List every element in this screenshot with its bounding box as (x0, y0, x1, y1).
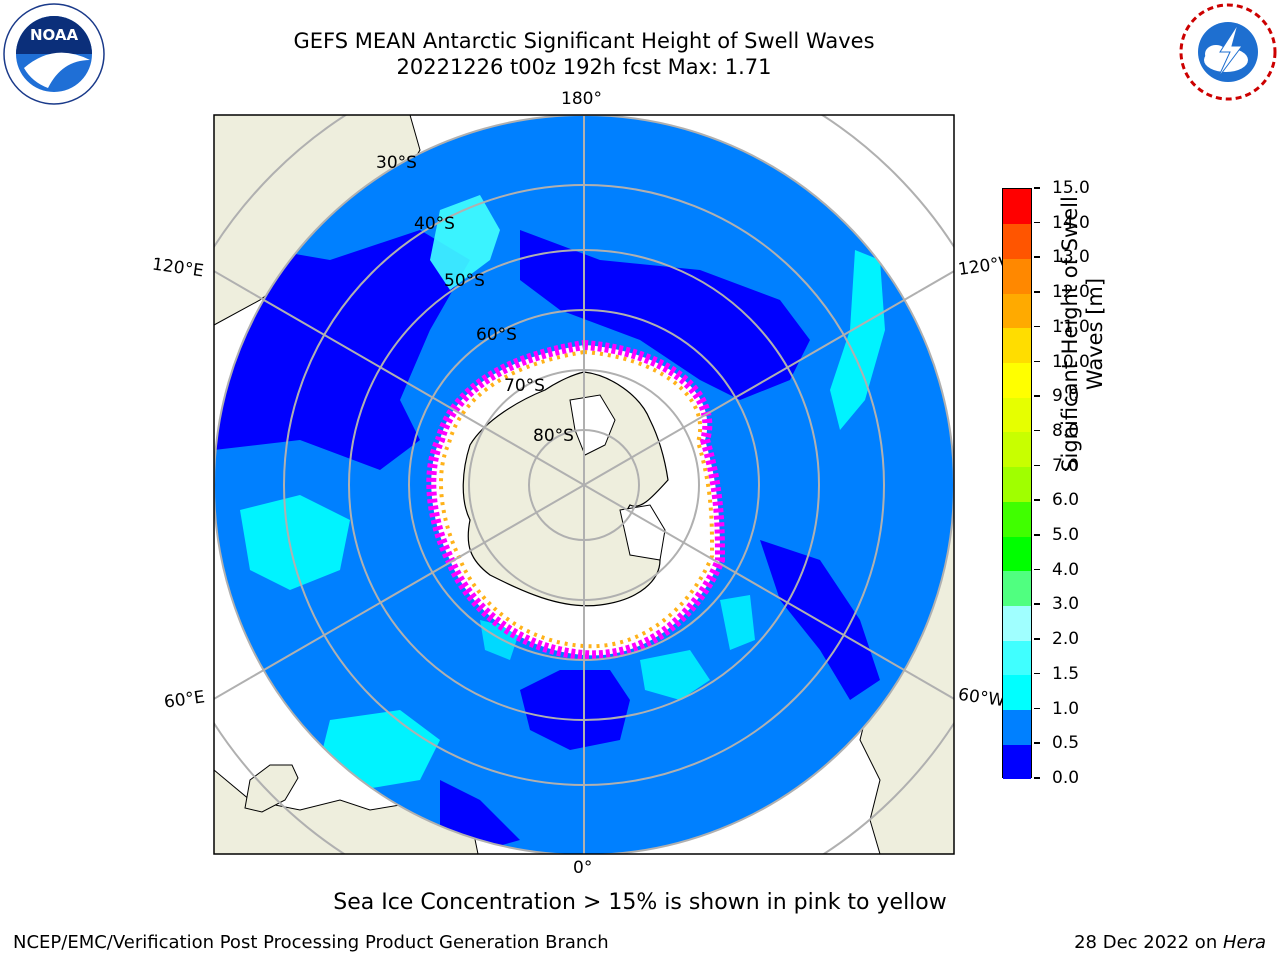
colorbar-title: Significant Height of Swell Waves [m] (1058, 184, 1108, 484)
colorbar-tick-label: 1.5 (1052, 663, 1080, 684)
footer-right: 28 Dec 2022 on Hera (1074, 932, 1266, 953)
colorbar-tick-label: 7.0 (1052, 455, 1080, 476)
lat-label-60s: 60°S (476, 325, 517, 345)
colorbar-tick (1034, 742, 1040, 744)
colorbar-tick-label: 10.0 (1052, 351, 1090, 372)
colorbar-segment (1003, 709, 1031, 745)
colorbar-segment (1003, 570, 1031, 606)
colorbar-tick-label: 3.0 (1052, 594, 1080, 615)
footer-machine: Hera (1222, 932, 1266, 953)
map-frame (213, 114, 955, 855)
land-madagascar (244, 764, 299, 813)
lat-label-70s: 70°S (504, 376, 545, 396)
colorbar-segment (1003, 744, 1031, 780)
colorbar-tick (1034, 291, 1040, 293)
footer-left: NCEP/EMC/Verification Post Processing Pr… (13, 932, 609, 953)
chart-title: GEFS MEAN Antarctic Significant Height o… (293, 29, 875, 53)
colorbar-tick (1034, 638, 1040, 640)
lat-label-30s: 30°S (376, 153, 417, 173)
colorbar-tick (1034, 464, 1040, 467)
colorbar-segment (1003, 466, 1031, 502)
colorbar-tick-label: 8.0 (1052, 420, 1080, 441)
colorbar (1002, 188, 1032, 780)
lat-label-50s: 50°S (444, 271, 485, 291)
colorbar-tick (1034, 187, 1040, 189)
colorbar-segment (1003, 293, 1031, 329)
colorbar-tick (1034, 429, 1040, 432)
colorbar-tick (1034, 325, 1040, 328)
colorbar-tick (1034, 603, 1040, 605)
colorbar-tick (1034, 360, 1040, 363)
colorbar-tick-label: 0.5 (1052, 733, 1080, 754)
lat-label-80s: 80°S (533, 426, 574, 446)
colorbar-tick-label: 11.0 (1052, 316, 1090, 337)
colorbar-tick-label: 5.0 (1052, 525, 1080, 546)
colorbar-segment (1003, 431, 1031, 468)
colorbar-tick (1034, 499, 1040, 501)
nws-logo (1179, 3, 1277, 101)
colorbar-tick-label: 9.0 (1052, 386, 1080, 407)
graticule (214, 115, 954, 854)
colorbar-tick (1034, 707, 1040, 710)
colorbar-tick-label: 12.0 (1052, 282, 1090, 303)
colorbar-title-line2: Waves [m] (1083, 277, 1107, 391)
caption: Sea Ice Concentration > 15% is shown in … (333, 890, 947, 915)
colorbar-tick (1034, 256, 1040, 258)
colorbar-segment (1003, 640, 1031, 676)
colorbar-segment (1003, 362, 1031, 398)
colorbar-tick (1034, 568, 1040, 571)
colorbar-tick (1034, 221, 1040, 224)
colorbar-segment (1003, 501, 1031, 537)
footer-date: 28 Dec 2022 on (1074, 932, 1223, 953)
noaa-logo: NOAA (3, 3, 105, 105)
colorbar-segment (1003, 397, 1031, 433)
colorbar-tick-label: 15.0 (1052, 178, 1090, 198)
lat-label-40s: 40°S (414, 214, 455, 234)
colorbar-segment (1003, 189, 1031, 225)
colorbar-segment (1003, 605, 1031, 641)
colorbar-tick-label: 1.0 (1052, 698, 1080, 719)
colorbar-tick (1034, 395, 1040, 397)
colorbar-tick (1034, 534, 1040, 536)
colorbar-tick-label: 13.0 (1052, 247, 1090, 268)
chart-subtitle: 20221226 t00z 192h fcst Max: 1.71 (396, 55, 772, 79)
colorbar-tick-label: 14.0 (1052, 212, 1090, 233)
svg-text:NOAA: NOAA (30, 26, 79, 44)
colorbar-title-line1: Significant Height of Swell (1058, 196, 1082, 472)
colorbar-segment (1003, 327, 1031, 364)
colorbar-segment (1003, 674, 1031, 711)
colorbar-tick (1034, 777, 1040, 779)
colorbar-segment (1003, 536, 1031, 572)
lon-label-180: 180° (561, 89, 602, 109)
colorbar-tick-label: 6.0 (1052, 490, 1080, 511)
colorbar-tick (1034, 672, 1040, 675)
colorbar-tick-label: 4.0 (1052, 559, 1080, 580)
lon-label-0: 0° (573, 858, 593, 878)
colorbar-tick-label: 0.0 (1052, 768, 1080, 788)
colorbar-tick-label: 2.0 (1052, 629, 1080, 650)
colorbar-segment (1003, 223, 1031, 259)
colorbar-segment (1003, 258, 1031, 294)
